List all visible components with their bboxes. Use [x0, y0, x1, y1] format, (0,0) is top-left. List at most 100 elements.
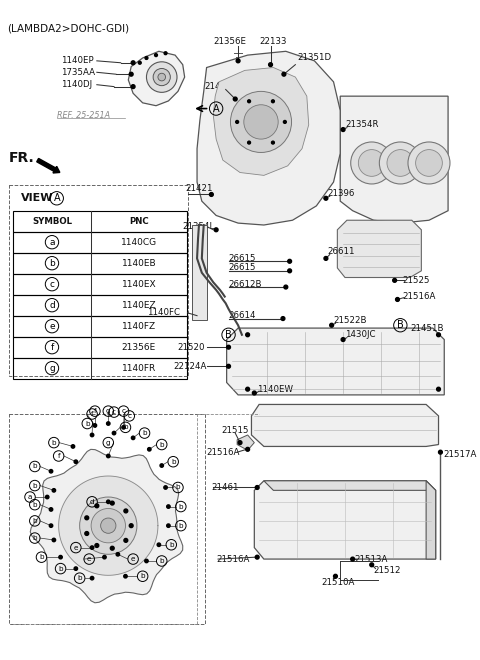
Text: 21473: 21473	[204, 82, 232, 91]
Circle shape	[95, 504, 99, 508]
Text: b: b	[142, 430, 147, 436]
Circle shape	[255, 555, 259, 559]
Circle shape	[145, 559, 148, 563]
Text: (LAMBDA2>DOHC-GDI): (LAMBDA2>DOHC-GDI)	[7, 23, 129, 34]
Circle shape	[132, 436, 135, 440]
Circle shape	[248, 141, 251, 144]
Circle shape	[160, 464, 164, 467]
Circle shape	[272, 141, 275, 144]
Circle shape	[244, 105, 278, 139]
Text: 21520: 21520	[177, 343, 204, 352]
Text: e: e	[87, 556, 92, 562]
Circle shape	[71, 445, 75, 448]
Text: b: b	[33, 518, 37, 524]
Circle shape	[341, 127, 345, 131]
Circle shape	[351, 142, 393, 184]
Circle shape	[131, 84, 135, 88]
Bar	[13, 315, 187, 337]
Circle shape	[49, 469, 53, 473]
Circle shape	[272, 100, 275, 103]
Circle shape	[246, 387, 250, 391]
Bar	[9, 414, 204, 624]
Text: b: b	[140, 574, 145, 579]
Text: c: c	[127, 413, 132, 419]
Circle shape	[46, 495, 49, 499]
Polygon shape	[197, 51, 340, 225]
Circle shape	[74, 567, 78, 570]
Bar	[192, 225, 206, 321]
Text: A: A	[53, 193, 60, 203]
Polygon shape	[227, 328, 444, 395]
Text: 22124A: 22124A	[173, 362, 206, 371]
Polygon shape	[264, 480, 436, 490]
Text: e: e	[73, 544, 78, 550]
Text: g: g	[106, 440, 110, 446]
FancyArrow shape	[37, 158, 60, 173]
Circle shape	[387, 150, 414, 176]
Text: 21421: 21421	[186, 184, 213, 193]
Text: A: A	[213, 104, 219, 114]
Circle shape	[324, 197, 328, 200]
Bar	[13, 358, 187, 379]
Circle shape	[122, 426, 125, 429]
Text: a: a	[28, 494, 32, 500]
Circle shape	[236, 59, 240, 63]
Circle shape	[269, 63, 273, 67]
Circle shape	[95, 544, 99, 547]
Polygon shape	[59, 476, 158, 576]
Text: f: f	[58, 453, 60, 459]
Circle shape	[248, 100, 251, 103]
Circle shape	[112, 432, 116, 435]
Text: d: d	[49, 301, 55, 310]
Text: 1140FR: 1140FR	[122, 364, 156, 373]
Circle shape	[246, 333, 250, 337]
Text: 1140FC: 1140FC	[147, 308, 180, 317]
Text: 21525: 21525	[402, 276, 430, 285]
Text: b: b	[33, 463, 37, 469]
Circle shape	[145, 57, 148, 59]
Circle shape	[59, 556, 62, 559]
Circle shape	[284, 285, 288, 289]
Circle shape	[167, 524, 170, 527]
Text: 1140DJ: 1140DJ	[60, 81, 92, 89]
Text: 1140EB: 1140EB	[121, 259, 156, 268]
Circle shape	[124, 575, 127, 578]
Text: 21451B: 21451B	[410, 323, 444, 333]
Circle shape	[437, 387, 441, 391]
Circle shape	[255, 486, 259, 490]
Circle shape	[116, 552, 120, 556]
Text: 21356E: 21356E	[213, 37, 246, 46]
Circle shape	[158, 73, 166, 81]
Text: b: b	[85, 420, 90, 426]
Text: b: b	[171, 459, 176, 465]
Text: 26614: 26614	[228, 311, 256, 320]
Circle shape	[124, 539, 128, 543]
Text: b: b	[159, 442, 164, 447]
Circle shape	[146, 62, 177, 92]
Circle shape	[227, 345, 230, 349]
Polygon shape	[237, 435, 254, 450]
Circle shape	[157, 543, 161, 546]
Text: b: b	[179, 523, 183, 529]
Text: 1140EP: 1140EP	[60, 56, 93, 65]
Circle shape	[148, 447, 151, 451]
Circle shape	[282, 73, 286, 76]
Text: 21516A: 21516A	[402, 292, 436, 301]
Text: SYMBOL: SYMBOL	[32, 216, 72, 226]
Circle shape	[209, 193, 213, 197]
Text: c: c	[112, 409, 116, 415]
Circle shape	[155, 53, 157, 57]
Circle shape	[129, 73, 133, 76]
Circle shape	[393, 279, 396, 282]
Text: 21354R: 21354R	[345, 120, 379, 129]
Polygon shape	[30, 449, 183, 603]
Text: 1735AA: 1735AA	[60, 68, 95, 77]
Circle shape	[49, 524, 53, 527]
Circle shape	[90, 433, 94, 437]
Text: 21515: 21515	[221, 426, 249, 435]
Text: PNC: PNC	[129, 216, 149, 226]
Text: 1140FZ: 1140FZ	[122, 321, 156, 331]
Text: b: b	[33, 482, 37, 488]
Circle shape	[439, 450, 443, 454]
Circle shape	[129, 524, 133, 527]
